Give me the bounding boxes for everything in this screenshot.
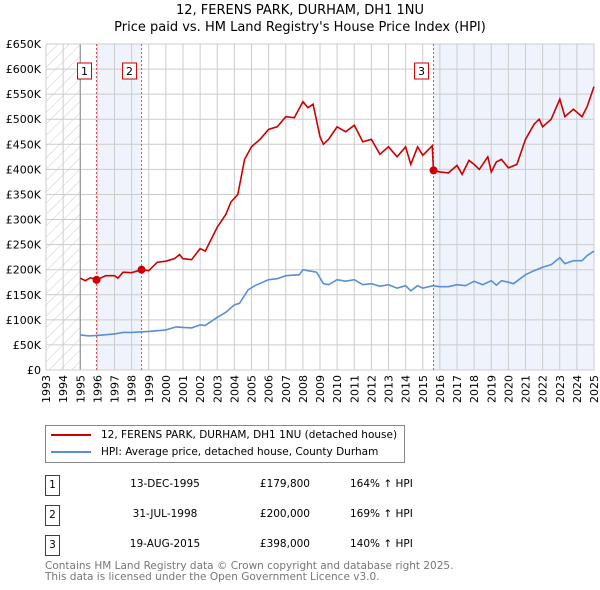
x-tick-label: 2023 bbox=[554, 375, 567, 403]
table-row: 3 19-AUG-2015 £398,000 140% ↑ HPI bbox=[45, 535, 465, 556]
y-tick-label: £650K bbox=[6, 38, 42, 51]
y-tick-label: £100K bbox=[6, 314, 42, 327]
y-tick-label: £250K bbox=[6, 239, 42, 252]
y-tick-label: £500K bbox=[6, 113, 42, 126]
x-tick-label: 2009 bbox=[314, 375, 327, 403]
y-tick-label: £550K bbox=[6, 88, 42, 101]
sale-price: £179,800 bbox=[259, 478, 310, 490]
y-tick-label: £0 bbox=[27, 364, 41, 377]
x-tick-label: 2001 bbox=[177, 375, 190, 403]
sale-label: 2 bbox=[126, 65, 133, 78]
x-tick-label: 2003 bbox=[211, 375, 224, 403]
sale-label-box bbox=[77, 62, 93, 80]
x-tick-label: 1998 bbox=[126, 375, 139, 403]
x-tick-label: 1996 bbox=[91, 375, 104, 403]
chart-subtitle: Price paid vs. HM Land Registry's House … bbox=[114, 20, 486, 35]
legend-label: HPI: Average price, detached house, Coun… bbox=[101, 446, 379, 458]
legend-swatch-red bbox=[51, 434, 91, 436]
y-tick-label: £50K bbox=[13, 339, 42, 352]
sale-price: £200,000 bbox=[259, 508, 310, 520]
shaded-region bbox=[433, 44, 594, 370]
y-tick-label: £200K bbox=[6, 264, 42, 277]
sale-number: 1 bbox=[45, 475, 60, 496]
x-tick-label: 2022 bbox=[537, 375, 550, 403]
y-tick-label: £350K bbox=[6, 188, 42, 201]
x-tick-label: 2020 bbox=[502, 375, 515, 403]
hpi-series-line bbox=[80, 250, 595, 337]
sale-date: 31-JUL-1998 bbox=[132, 508, 198, 520]
y-tick-label: £450K bbox=[6, 138, 42, 151]
table-row: 1 13-DEC-1995 £179,800 164% ↑ HPI bbox=[45, 475, 465, 496]
sale-number: 3 bbox=[45, 535, 60, 556]
sale-hpi: 140% ↑ HPI bbox=[350, 538, 413, 550]
chart-title: 12, FERENS PARK, DURHAM, DH1 1NU bbox=[176, 3, 424, 18]
x-tick-label: 1997 bbox=[109, 375, 122, 403]
plot-frame bbox=[45, 43, 595, 371]
x-tick-label: 2019 bbox=[485, 375, 498, 403]
x-tick-label: 2017 bbox=[451, 375, 464, 403]
sale-hpi: 164% ↑ HPI bbox=[350, 478, 413, 490]
x-tick-label: 2016 bbox=[434, 375, 447, 403]
sale-point bbox=[137, 265, 146, 274]
table-row: 2 31-JUL-1998 £200,000 169% ↑ HPI bbox=[45, 505, 465, 526]
sale-label: 1 bbox=[81, 65, 88, 78]
x-tick-label: 2015 bbox=[417, 375, 430, 403]
legend-swatch-blue bbox=[51, 451, 91, 453]
sale-date: 13-DEC-1995 bbox=[130, 478, 200, 490]
x-tick-label: 2006 bbox=[263, 375, 276, 403]
legend-item-property: 12, FERENS PARK, DURHAM, DH1 1NU (detach… bbox=[51, 427, 397, 443]
x-tick-label: 2007 bbox=[280, 375, 293, 403]
x-tick-label: 2005 bbox=[246, 375, 259, 403]
shaded-region bbox=[96, 44, 142, 370]
x-tick-label: 1993 bbox=[40, 375, 53, 403]
sale-point bbox=[429, 166, 438, 175]
sale-price: £398,000 bbox=[259, 538, 310, 550]
footer-copyright: Contains HM Land Registry data © Crown c… bbox=[45, 560, 454, 572]
legend-item-hpi: HPI: Average price, detached house, Coun… bbox=[51, 444, 378, 460]
x-tick-label: 2011 bbox=[348, 375, 361, 403]
x-tick-label: 2008 bbox=[297, 375, 310, 403]
y-tick-label: £600K bbox=[6, 63, 42, 76]
sale-label: 3 bbox=[418, 65, 425, 78]
y-tick-label: £400K bbox=[6, 163, 42, 176]
x-tick-label: 2013 bbox=[383, 375, 396, 403]
sale-label-box bbox=[414, 62, 430, 80]
sale-date: 19-AUG-2015 bbox=[129, 538, 201, 550]
x-tick-label: 2010 bbox=[331, 375, 344, 403]
x-tick-label: 2002 bbox=[194, 375, 207, 403]
sale-label-box bbox=[122, 62, 138, 80]
property-series-line bbox=[79, 86, 595, 282]
x-tick-label: 2012 bbox=[365, 375, 378, 403]
x-tick-label: 1995 bbox=[74, 375, 87, 403]
plot-area: 1993 1994 1995 1996 1997 1998 1999 2000 2001 2002… bbox=[6, 38, 600, 403]
x-tick-label: 2014 bbox=[400, 375, 413, 403]
x-tick-label: 2024 bbox=[571, 375, 584, 403]
footer-licence: This data is licensed under the Open Gov… bbox=[45, 571, 380, 583]
sale-point bbox=[92, 275, 101, 284]
x-tick-label: 2018 bbox=[468, 375, 481, 403]
x-tick-label: 2025 bbox=[588, 375, 600, 403]
x-tick-label: 2000 bbox=[160, 375, 173, 403]
sale-hpi: 169% ↑ HPI bbox=[350, 508, 413, 520]
sale-number: 2 bbox=[45, 505, 60, 526]
x-tick-label: 1994 bbox=[57, 375, 70, 403]
y-tick-label: £150K bbox=[6, 289, 42, 302]
x-tick-label: 1999 bbox=[143, 375, 156, 403]
legend: 12, FERENS PARK, DURHAM, DH1 1NU (detach… bbox=[45, 425, 405, 463]
y-tick-label: £300K bbox=[6, 214, 42, 227]
x-tick-label: 2004 bbox=[228, 375, 241, 403]
legend-label: 12, FERENS PARK, DURHAM, DH1 1NU (detach… bbox=[101, 429, 398, 441]
x-tick-label: 2021 bbox=[520, 375, 533, 403]
